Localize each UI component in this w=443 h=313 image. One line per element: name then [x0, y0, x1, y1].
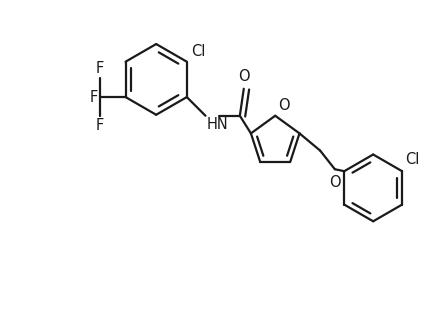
Text: F: F [96, 118, 104, 133]
Text: O: O [278, 98, 290, 113]
Text: F: F [89, 90, 97, 105]
Text: Cl: Cl [405, 152, 420, 167]
Text: HN: HN [206, 117, 228, 132]
Text: O: O [329, 175, 341, 190]
Text: O: O [238, 69, 249, 84]
Text: F: F [96, 61, 104, 76]
Text: Cl: Cl [191, 44, 205, 59]
